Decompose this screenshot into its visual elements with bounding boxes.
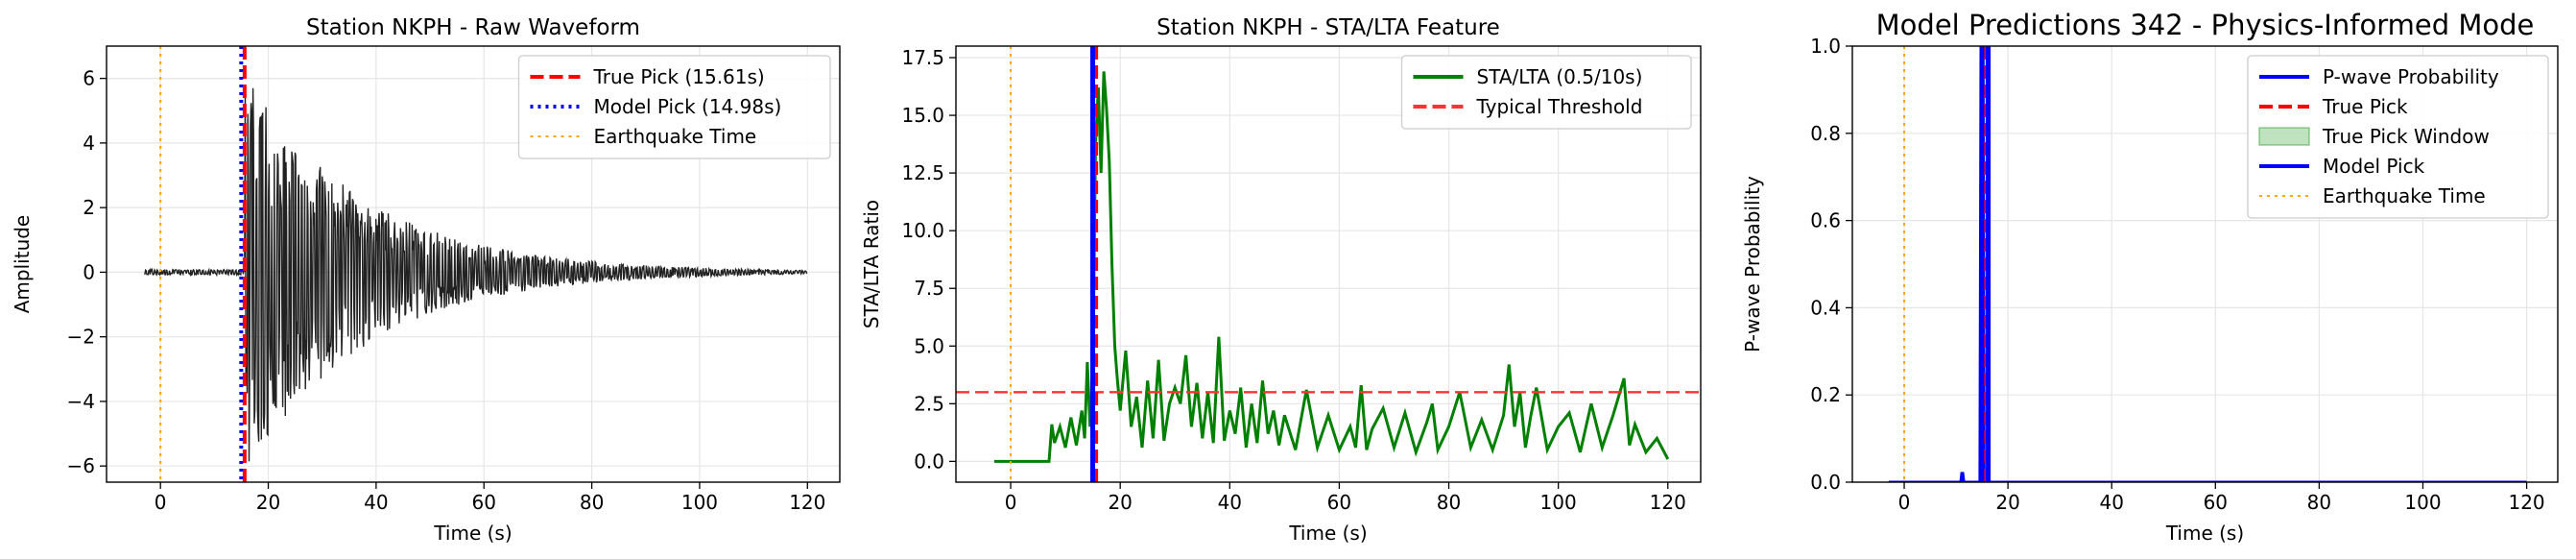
x-tick-label: 20 [1995,491,2019,514]
legend-label: STA/LTA (0.5/10s) [1477,65,1643,88]
y-tick-label: 1.0 [1810,35,1841,58]
chart-1: 0 20 40 60 80 100 120 −6 −4 −2 0 2 4 6 Time (s) Amplitu… [11,15,841,545]
y-axis-label: STA/LTA Ratio [860,200,883,328]
y-tick-label: 17.5 [901,46,944,69]
legend-label: Earthquake Time [594,125,757,148]
legend-swatch [2258,127,2310,146]
y-tick-label: 2 [83,196,95,219]
x-tick-label: 0 [1898,491,1911,514]
axes-frame [106,45,841,483]
chart-title: Station NKPH - STA/LTA Feature [1157,15,1500,40]
x-tick-label: 100 [2404,491,2441,514]
y-tick-label: −4 [67,390,95,413]
y-tick-label: −6 [67,454,95,477]
y-tick-label: 2.5 [914,392,944,415]
x-tick-label: 80 [580,491,604,514]
legend-box [517,55,831,159]
axes-frame [1851,45,2559,483]
x-tick-label: 80 [2307,491,2331,514]
axes-frame [955,45,1702,483]
x-tick-label: 40 [364,491,388,514]
legend-box [1400,55,1692,130]
x-tick-label: 100 [681,491,718,514]
x-tick-label: 40 [1218,491,1242,514]
y-tick-label: 0.4 [1810,296,1841,319]
legend-label: True Pick [2322,95,2408,118]
x-tick-label: 60 [2204,491,2228,514]
legend-label: Model Pick [2323,155,2425,178]
y-axis-label: Amplitude [11,215,34,314]
x-tick-label: 60 [472,491,496,514]
x-tick-label: 60 [1327,491,1351,514]
plot-area [143,46,808,482]
y-tick-label: 0 [83,260,95,283]
y-tick-label: 0.6 [1810,209,1841,232]
x-tick-label: 0 [1005,491,1017,514]
x-tick-label: 120 [2508,491,2544,514]
y-tick-label: 7.5 [914,277,944,300]
x-tick-label: 80 [1437,491,1461,514]
x-tick-label: 0 [155,491,167,514]
chart-title: Station NKPH - Raw Waveform [306,15,640,40]
y-tick-label: 4 [83,132,95,155]
x-tick-label: 40 [2099,491,2123,514]
legend: P-wave Probability True Pick True Pick Win… [2247,55,2549,219]
y-tick-label: 0.0 [914,450,944,473]
x-axis-label: Time (s) [1288,522,1367,545]
y-tick-label: 0.2 [1810,383,1841,406]
waveform-series [143,85,808,462]
legend-box [2247,55,2549,219]
x-axis-label: Time (s) [433,522,512,545]
legend-label: True Pick Window [2322,125,2490,148]
plot-area [1888,46,2527,482]
legend-label: True Pick (15.61s) [593,65,765,88]
y-tick-label: 10.0 [901,219,944,242]
y-tick-label: 6 [83,67,95,90]
y-tick-label: 0.8 [1810,122,1841,145]
y-tick-label: 15.0 [901,104,944,127]
y-axis-label: P-wave Probability [1741,176,1764,352]
chart-title: Model Predictions 342 - Physics-Informed… [1876,9,2535,41]
x-tick-label: 120 [789,491,825,514]
legend-label: Typical Threshold [1476,95,1643,118]
x-axis-label: Time (s) [2165,522,2244,545]
legend-label: P-wave Probability [2323,65,2499,88]
legend: True Pick (15.61s) Model Pick (14.98s) Ear… [517,55,831,159]
legend-label: Earthquake Time [2323,184,2486,207]
chart-3: 0 20 40 60 80 100 120 0.0 0.2 0.4 0.6 0.8 1.0 Time (s… [1741,9,2559,545]
y-tick-label: 0.0 [1810,471,1841,494]
x-tick-label: 20 [256,491,280,514]
y-tick-label: 12.5 [901,161,944,184]
plot-area [956,46,1701,482]
x-tick-label: 20 [1108,491,1132,514]
y-tick-label: −2 [67,326,95,349]
x-tick-label: 120 [1650,491,1686,514]
legend: STA/LTA (0.5/10s) Typical Threshold [1400,55,1692,130]
y-tick-label: 5.0 [914,334,944,357]
chart-2: 0 20 40 60 80 100 120 0.0 2.5 5.0 7.5 10.0 12.5 15.0 1… [860,15,1702,545]
series-line [993,71,1670,463]
legend-label: Model Pick (14.98s) [594,95,782,118]
x-tick-label: 100 [1540,491,1577,514]
